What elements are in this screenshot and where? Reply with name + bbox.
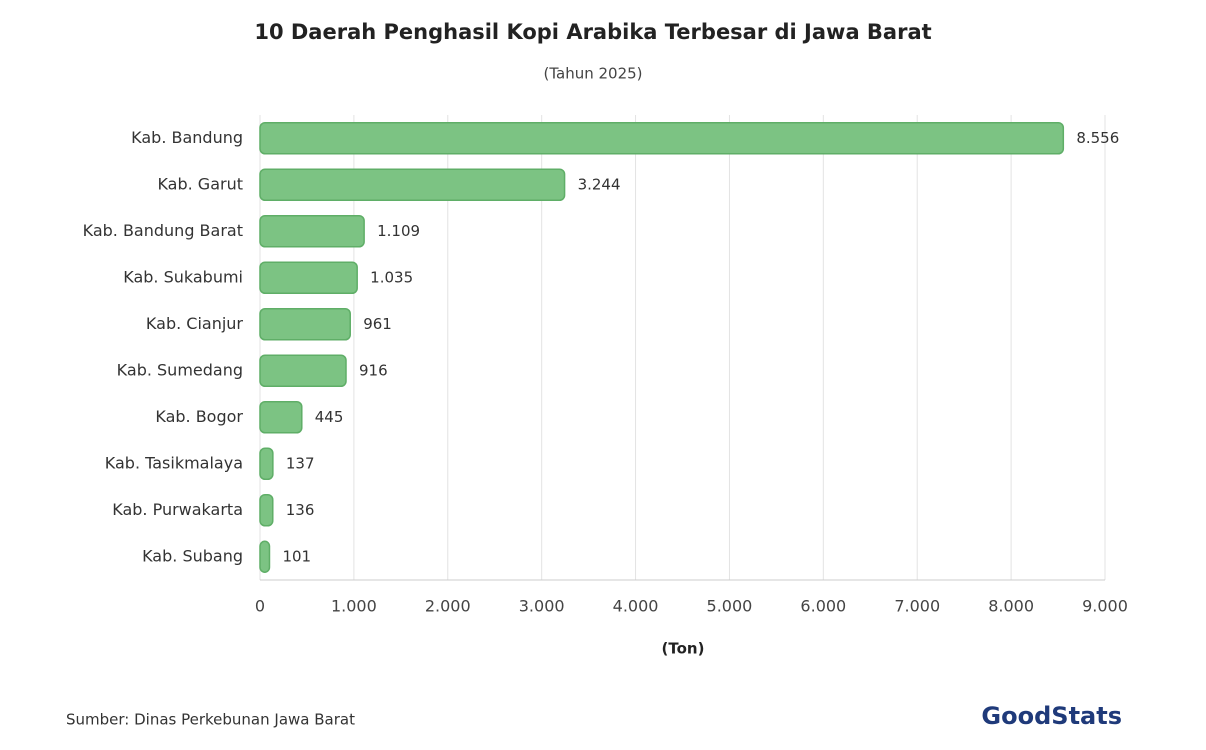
y-tick-label: Kab. Bandung bbox=[131, 128, 243, 147]
value-label: 101 bbox=[282, 547, 311, 565]
bar bbox=[259, 354, 347, 387]
y-tick-label: Kab. Bogor bbox=[155, 407, 243, 426]
bar bbox=[259, 494, 274, 527]
value-label: 445 bbox=[315, 408, 344, 426]
y-tick-label: Kab. Subang bbox=[142, 546, 243, 565]
value-label: 916 bbox=[359, 361, 388, 379]
y-tick-label: Kab. Purwakarta bbox=[112, 500, 243, 519]
y-tick-label: Kab. Garut bbox=[157, 174, 243, 193]
value-label: 961 bbox=[363, 315, 392, 333]
bar bbox=[259, 447, 274, 480]
x-axis-label: (Ton) bbox=[662, 640, 705, 658]
bar bbox=[259, 261, 358, 294]
chart-subtitle: (Tahun 2025) bbox=[543, 65, 642, 83]
x-tick-label: 9.000 bbox=[1082, 597, 1128, 616]
y-tick-label: Kab. Bandung Barat bbox=[83, 221, 243, 240]
brand-logo: GoodStats bbox=[981, 702, 1122, 730]
bar bbox=[259, 215, 365, 248]
bar bbox=[259, 308, 351, 341]
x-tick-label: 4.000 bbox=[613, 597, 659, 616]
x-tick-label: 0 bbox=[255, 597, 265, 616]
x-tick-label: 8.000 bbox=[988, 597, 1034, 616]
x-tick-label: 5.000 bbox=[707, 597, 753, 616]
bar bbox=[259, 540, 271, 573]
x-tick-label: 1.000 bbox=[331, 597, 377, 616]
x-tick-label: 3.000 bbox=[519, 597, 565, 616]
y-tick-label: Kab. Cianjur bbox=[146, 314, 243, 333]
value-label: 137 bbox=[286, 454, 315, 472]
x-tick-label: 6.000 bbox=[800, 597, 846, 616]
value-label: 1.035 bbox=[370, 268, 413, 286]
bar bbox=[259, 122, 1065, 155]
x-tick-label: 7.000 bbox=[894, 597, 940, 616]
value-label: 3.244 bbox=[578, 175, 621, 193]
value-label: 8.556 bbox=[1076, 129, 1119, 147]
value-label: 1.109 bbox=[377, 222, 420, 240]
y-tick-label: Kab. Tasikmalaya bbox=[105, 453, 243, 472]
x-tick-label: 2.000 bbox=[425, 597, 471, 616]
chart-title: 10 Daerah Penghasil Kopi Arabika Terbesa… bbox=[254, 20, 931, 44]
bar bbox=[259, 401, 303, 434]
value-label: 136 bbox=[286, 501, 315, 519]
source: Sumber: Dinas Perkebunan Jawa Barat bbox=[66, 711, 355, 729]
y-tick-label: Kab. Sukabumi bbox=[123, 267, 243, 286]
y-tick-label: Kab. Sumedang bbox=[117, 360, 243, 379]
bar bbox=[259, 168, 566, 201]
